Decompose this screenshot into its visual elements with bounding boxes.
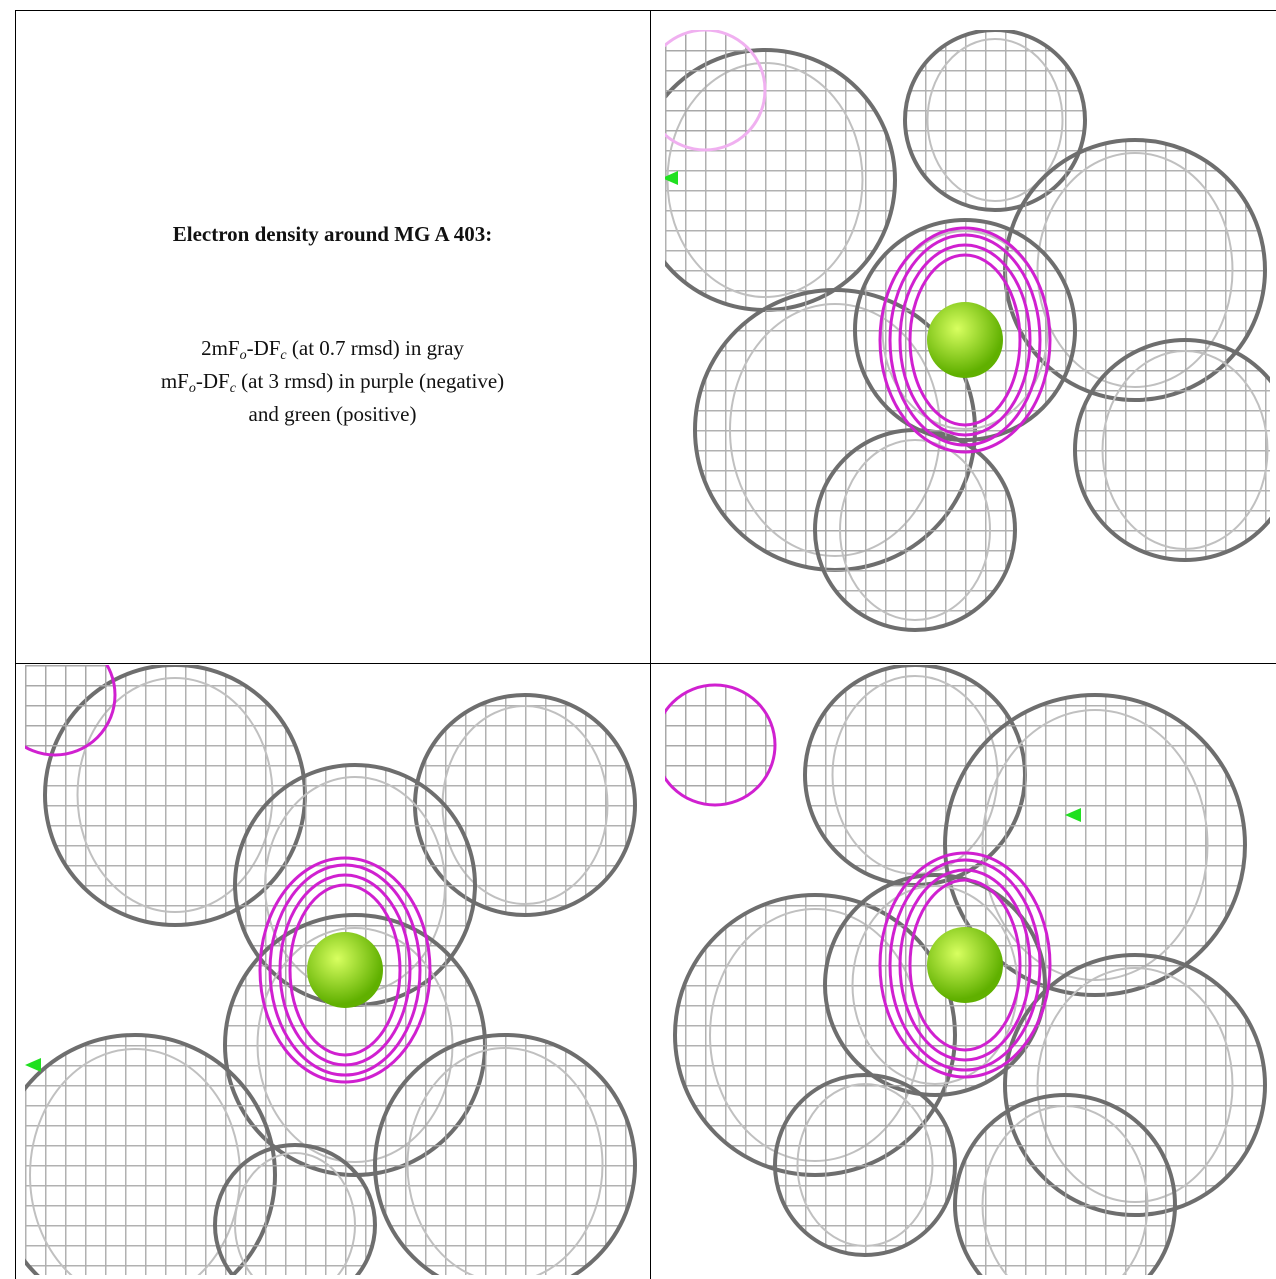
density-blob <box>813 428 1017 632</box>
density-blob <box>1073 338 1270 562</box>
caption-text: o <box>239 348 247 363</box>
caption-title: Electron density around MG A 403: <box>172 222 493 246</box>
density-blob <box>213 1143 377 1275</box>
density-blob <box>953 1093 1177 1275</box>
negative-density <box>665 30 767 152</box>
caption-text: (at 3 rmsd) in purple (negative) <box>235 369 505 393</box>
negative-density <box>258 856 432 1084</box>
mesh-contour <box>1101 350 1269 550</box>
caption-text: -DF <box>195 369 230 393</box>
density-blob <box>903 30 1087 212</box>
negative-density <box>888 858 1042 1072</box>
mesh-contour <box>926 38 1064 202</box>
mg-atom <box>927 302 1003 378</box>
mesh-contour <box>406 1047 604 1275</box>
mg-atom <box>307 932 383 1008</box>
negative-density <box>665 683 777 807</box>
density-blob <box>373 1033 637 1275</box>
mesh-contour <box>981 1105 1149 1275</box>
mesh-contour <box>234 1152 356 1275</box>
positive-density <box>25 1058 41 1072</box>
caption-text: (at 0.7 rmsd) in gray <box>286 336 464 360</box>
mesh-contour <box>839 439 991 621</box>
negative-density <box>278 873 412 1067</box>
caption-line: mFo-DFc (at 3 rmsd) in purple (negative) <box>15 365 650 398</box>
caption-line: and green (positive) <box>15 398 650 431</box>
mg-atom <box>927 927 1003 1003</box>
caption-lines: 2mFo-DFc (at 0.7 rmsd) in gray mFo-DFc (a… <box>15 332 650 431</box>
density-view <box>665 30 1270 632</box>
negative-density <box>908 253 1022 427</box>
negative-density <box>268 863 422 1077</box>
negative-density <box>898 868 1032 1062</box>
caption-text: -DF <box>246 336 281 360</box>
negative-density <box>878 226 1052 454</box>
caption-text: c <box>229 381 236 396</box>
caption-text: 2mF <box>201 336 240 360</box>
table-border <box>650 10 651 1279</box>
negative-density <box>898 243 1032 437</box>
table-border <box>15 663 1276 664</box>
caption-line: 2mFo-DFc (at 0.7 rmsd) in gray <box>15 332 650 365</box>
negative-density <box>25 665 117 757</box>
negative-density <box>888 233 1042 447</box>
caption-text: c <box>280 348 287 363</box>
table-border <box>15 10 1276 11</box>
positive-density <box>665 171 678 185</box>
caption-text: mF <box>160 369 189 393</box>
positive-density <box>1065 808 1081 822</box>
density-view <box>25 665 637 1275</box>
caption-text: o <box>188 381 196 396</box>
table-border <box>15 10 16 1279</box>
density-view <box>665 665 1267 1275</box>
caption-text: and green (positive) <box>248 402 417 426</box>
mesh-contour <box>76 677 274 913</box>
negative-density <box>908 878 1022 1052</box>
density-blob <box>773 1073 957 1257</box>
negative-density <box>878 851 1052 1079</box>
negative-density <box>288 883 402 1057</box>
caption: Electron density around MG A 403: 2mFo-D… <box>15 10 650 663</box>
mesh-contour <box>881 230 1049 430</box>
mesh-contour <box>796 1083 934 1247</box>
